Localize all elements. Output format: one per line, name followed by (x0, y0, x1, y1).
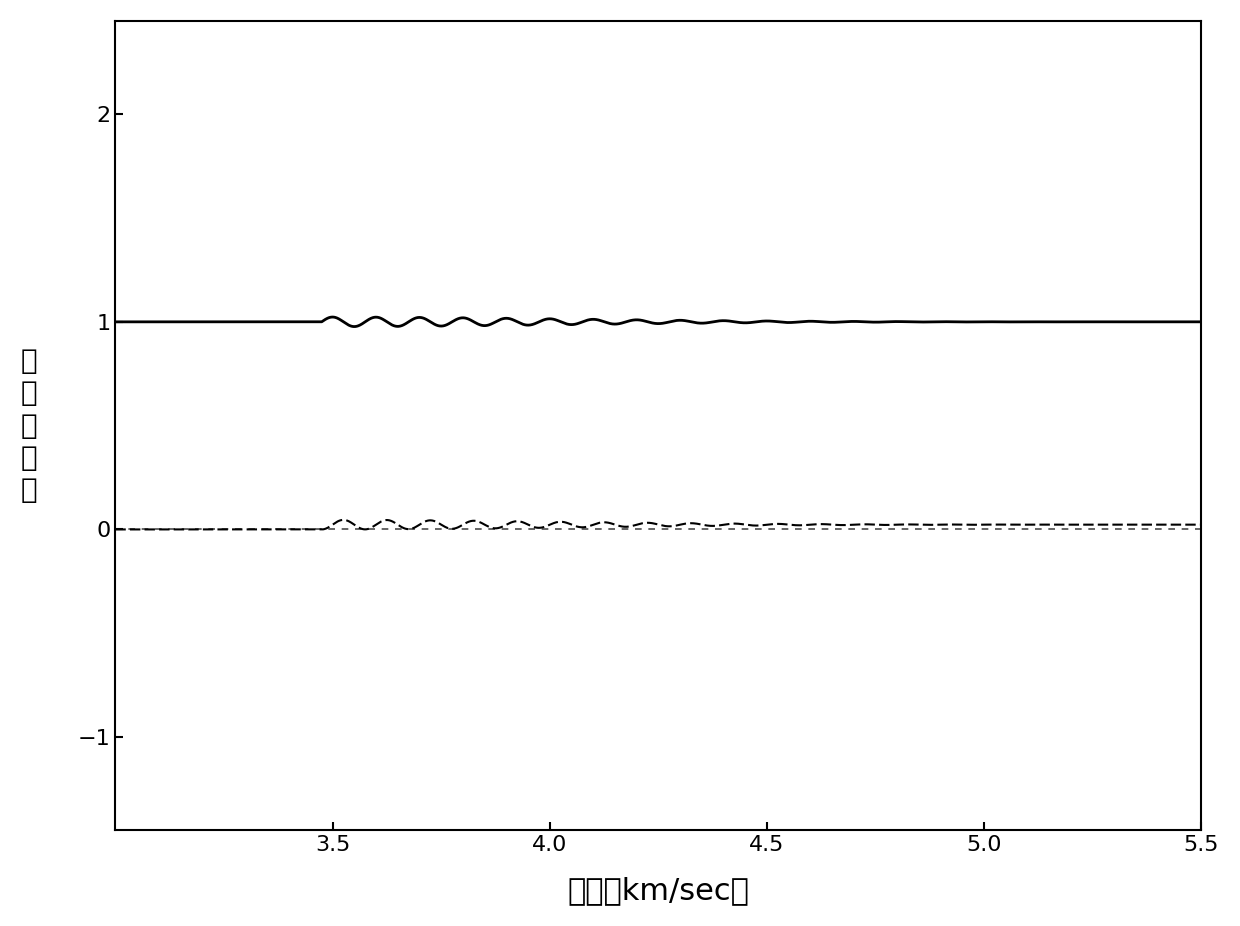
Y-axis label: 不
间
断
函
数: 不 间 断 函 数 (21, 347, 37, 505)
X-axis label: 速度（km/sec）: 速度（km/sec） (568, 876, 749, 906)
